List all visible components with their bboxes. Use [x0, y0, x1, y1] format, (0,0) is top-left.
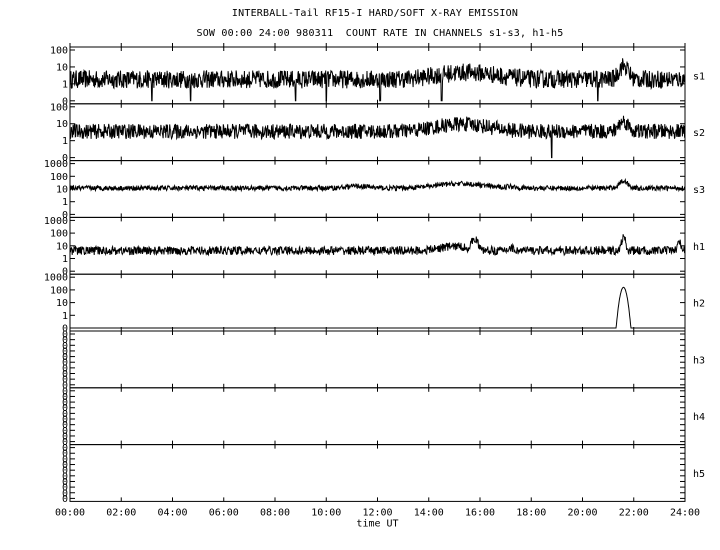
panel-frame-h5 — [69, 444, 686, 502]
panel-label-h2: h2 — [693, 299, 705, 310]
y-tick-label-h3: 0 — [62, 358, 68, 369]
panel-frame-s1 — [69, 46, 686, 105]
y-tick-label-h2: 10 — [56, 298, 68, 309]
y-tick-label-h4: 0 — [62, 392, 68, 403]
chart-title: INTERBALL-Tail RF15-I HARD/SOFT X-RAY EM… — [231, 8, 519, 19]
y-tick-label-h4: 0 — [62, 426, 68, 437]
x-tick-label: 16:00 — [465, 507, 495, 518]
series-line-s3 — [69, 177, 686, 193]
y-tick-label-h4: 0 — [62, 409, 68, 420]
y-tick-label-h3: 0 — [62, 369, 68, 380]
panel-label-h4: h4 — [693, 412, 705, 423]
y-tick-label-h1: 100 — [50, 229, 68, 240]
panel-label-h5: h5 — [693, 469, 705, 480]
y-tick-label-s1: 10 — [56, 62, 68, 73]
x-tick-label: 24:00 — [670, 507, 700, 518]
x-tick-label: 00:00 — [55, 507, 85, 518]
y-tick-label-h5: 0 — [62, 466, 68, 477]
y-tick-label-h3: 0 — [62, 335, 68, 346]
y-tick-label-h5: 0 — [62, 460, 68, 471]
y-tick-label-s3: 0 — [62, 210, 68, 221]
y-tick-label-h1: 1 — [62, 254, 68, 265]
y-tick-label-h4: 0 — [62, 437, 68, 448]
y-tick-label-h5: 0 — [62, 449, 68, 460]
x-tick-label: 10:00 — [311, 507, 341, 518]
y-tick-label-h4: 0 — [62, 403, 68, 414]
y-tick-label-h3: 0 — [62, 363, 68, 374]
y-tick-label-s3: 1 — [62, 197, 68, 208]
panel-frame-h1 — [69, 216, 686, 275]
y-tick-label-h5: 0 — [62, 494, 68, 505]
panel-frame-h4 — [69, 387, 686, 446]
y-tick-label-h3: 0 — [62, 380, 68, 391]
y-tick-label-h1: 10 — [56, 241, 68, 252]
panel-label-h3: h3 — [693, 355, 705, 366]
x-tick-label: 04:00 — [157, 507, 187, 518]
y-tick-label-h4: 0 — [62, 420, 68, 431]
x-tick-label: 20:00 — [567, 507, 597, 518]
y-tick-label-h1: 0 — [62, 267, 68, 278]
x-tick-label: 18:00 — [516, 507, 546, 518]
y-tick-label-s1: 1 — [62, 79, 68, 90]
y-tick-label-h4: 0 — [62, 398, 68, 409]
y-tick-label-s1: 100 — [50, 46, 68, 57]
y-tick-label-h1: 1000 — [44, 216, 68, 227]
x-tick-label: 14:00 — [414, 507, 444, 518]
y-tick-label-s2: 1 — [62, 136, 68, 147]
y-tick-label-s3: 1000 — [44, 159, 68, 170]
y-tick-label-h2: 1000 — [44, 273, 68, 284]
x-tick-label: 02:00 — [106, 507, 136, 518]
y-tick-label-h5: 0 — [62, 477, 68, 488]
y-tick-label-h3: 0 — [62, 346, 68, 357]
series-line-h2 — [70, 286, 685, 329]
y-tick-label-s2: 100 — [50, 102, 68, 113]
x-axis-label: time UT — [356, 518, 398, 529]
x-tick-label: 08:00 — [260, 507, 290, 518]
y-tick-label-s2: 10 — [56, 119, 68, 130]
x-tick-label: 06:00 — [209, 507, 239, 518]
y-tick-label-h5: 0 — [62, 483, 68, 494]
y-tick-label-h2: 100 — [50, 285, 68, 296]
y-tick-label-s3: 10 — [56, 185, 68, 196]
panel-frame-h3 — [69, 330, 686, 389]
y-tick-label-h3: 0 — [62, 341, 68, 352]
series-line-s1 — [69, 58, 686, 102]
chart-subtitle: SOW 00:00 24:00 980311 COUNT RATE IN CHA… — [196, 28, 564, 39]
y-tick-label-h5: 0 — [62, 471, 68, 482]
y-tick-label-h2: 1 — [62, 311, 68, 322]
panel-label-s3: s3 — [693, 185, 705, 196]
y-tick-label-h3: 0 — [62, 330, 68, 341]
y-tick-label-s2: 0 — [62, 153, 68, 164]
panel-label-h1: h1 — [693, 242, 705, 253]
x-tick-label: 12:00 — [362, 507, 392, 518]
y-tick-label-h4: 0 — [62, 431, 68, 442]
series-line-s2 — [69, 115, 686, 159]
y-tick-label-s1: 0 — [62, 96, 68, 107]
x-tick-label: 22:00 — [619, 507, 649, 518]
y-tick-label-h5: 0 — [62, 488, 68, 499]
y-tick-label-s3: 100 — [50, 172, 68, 183]
y-tick-label-h5: 0 — [62, 443, 68, 454]
series-line-h1 — [69, 234, 686, 257]
panel-frame-h2 — [69, 273, 686, 332]
y-tick-label-h4: 0 — [62, 386, 68, 397]
panel-label-s2: s2 — [693, 128, 705, 139]
panel-label-s1: s1 — [693, 71, 705, 82]
y-tick-label-h3: 0 — [62, 352, 68, 363]
y-tick-label-h2: 0 — [62, 324, 68, 335]
y-tick-label-h3: 0 — [62, 375, 68, 386]
y-tick-label-h4: 0 — [62, 415, 68, 426]
y-tick-label-h5: 0 — [62, 454, 68, 465]
